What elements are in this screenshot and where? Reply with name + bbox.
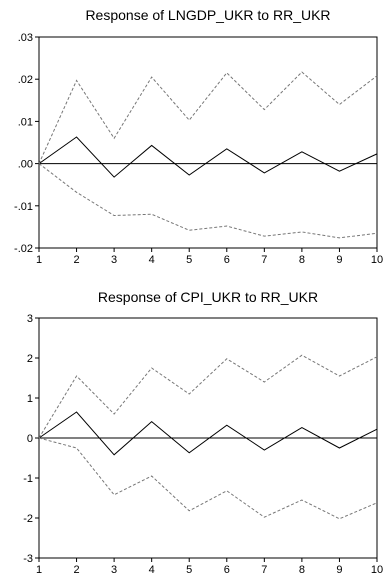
chart-title: Response of LNGDP_UKR to RR_UKR — [85, 7, 330, 23]
y-tick-label: .00 — [18, 159, 33, 171]
chart-panel-2: Response of CPI_UKR to RR_UKR3210-1-2-31… — [23, 289, 383, 576]
chart-title: Response of CPI_UKR to RR_UKR — [98, 289, 318, 305]
x-tick-label: 6 — [224, 254, 230, 266]
response-series-line — [38, 136, 378, 178]
x-tick-label: 3 — [111, 254, 117, 266]
x-tick-label: 10 — [371, 564, 383, 576]
plot-frame — [38, 36, 378, 249]
x-tick-label: 3 — [111, 564, 117, 576]
response-series-line — [38, 411, 378, 456]
upper-series-line — [38, 354, 378, 439]
y-tick-label: .02 — [18, 74, 33, 86]
x-tick-label: 8 — [299, 564, 305, 576]
y-tick-label: 1 — [27, 393, 33, 405]
lower-series-line — [38, 437, 378, 520]
x-tick-label: 10 — [371, 254, 383, 266]
x-tick-label: 2 — [73, 254, 79, 266]
x-tick-label: 8 — [299, 254, 305, 266]
x-tick-label: 4 — [149, 254, 155, 266]
y-tick-label: -2 — [23, 513, 33, 525]
chart-panel-1: Response of LNGDP_UKR to RR_UKR .03 .02 .01… — [14, 7, 383, 266]
y-tick-label: .01 — [18, 116, 33, 128]
x-tick-label: 5 — [186, 564, 192, 576]
x-tick-label: 4 — [149, 564, 155, 576]
y-tick-label: .03 — [18, 32, 33, 44]
x-tick-label: 9 — [336, 564, 342, 576]
y-tick-label: 2 — [27, 353, 33, 365]
x-tick-label: 9 — [336, 254, 342, 266]
x-tick-label: 2 — [73, 564, 79, 576]
x-tick-label: 1 — [36, 564, 42, 576]
x-tick-label: 1 — [36, 254, 42, 266]
lower-series-line — [38, 163, 378, 239]
y-tick-label: 3 — [27, 313, 33, 325]
y-tick-label: 0 — [27, 433, 33, 445]
upper-series-line — [38, 71, 378, 164]
x-tick-label: 6 — [224, 564, 230, 576]
y-tick-label: -1 — [23, 473, 33, 485]
x-tick-label: 5 — [186, 254, 192, 266]
y-tick-label: -3 — [23, 553, 33, 565]
x-tick-label: 7 — [261, 564, 267, 576]
y-tick-label: -.01 — [14, 201, 33, 213]
x-tick-label: 7 — [261, 254, 267, 266]
y-tick-label: -.02 — [14, 243, 33, 255]
